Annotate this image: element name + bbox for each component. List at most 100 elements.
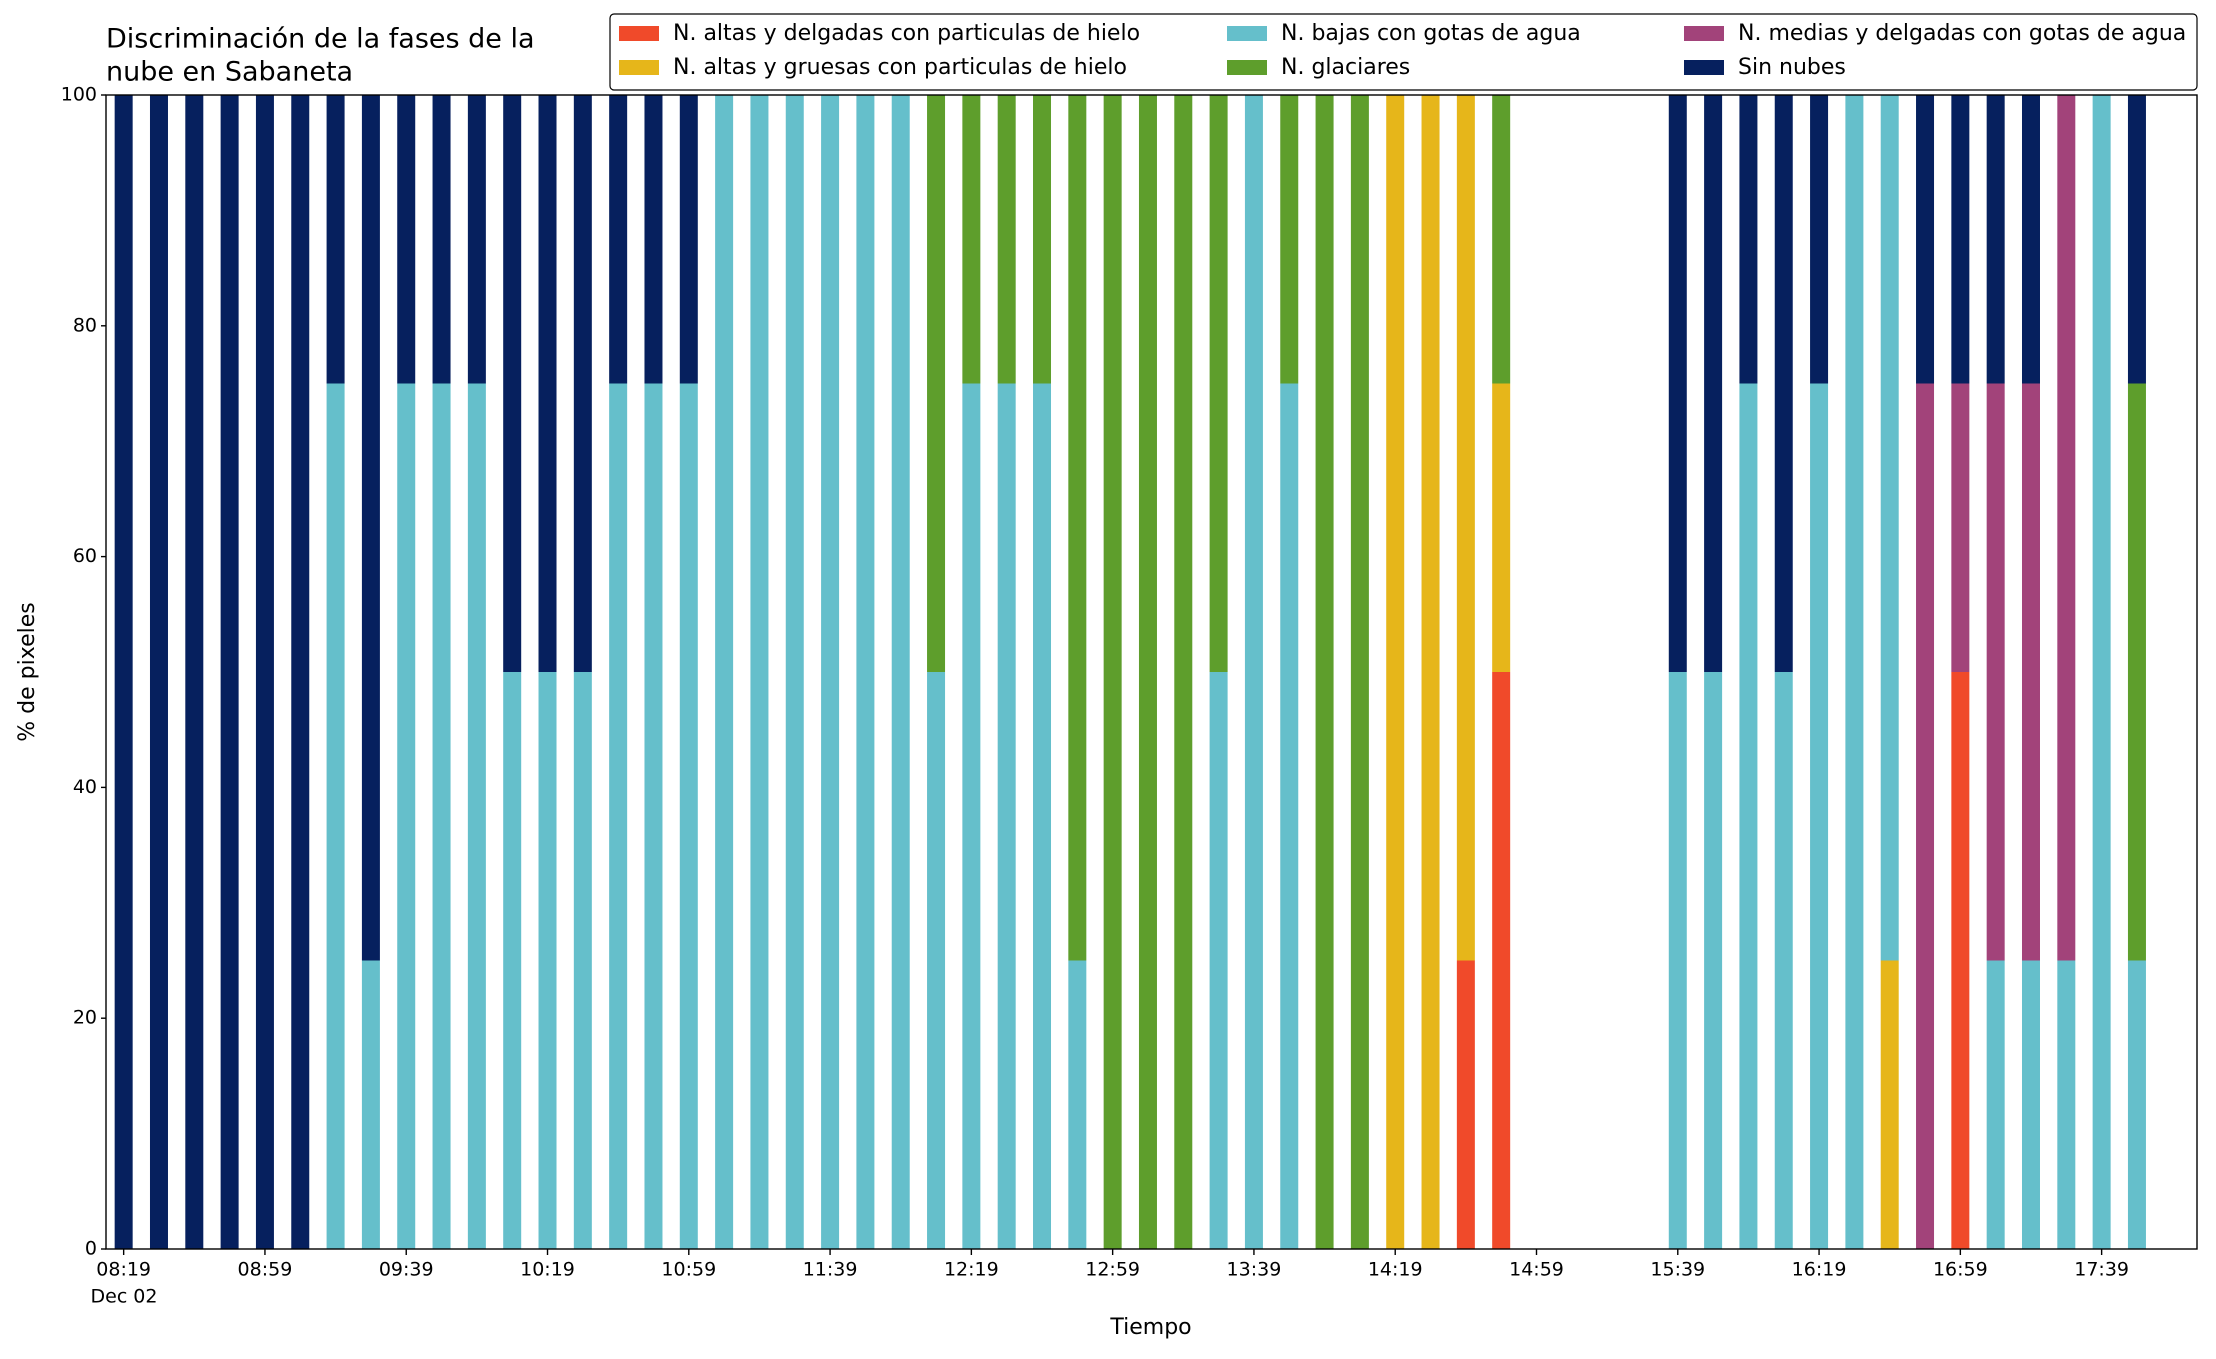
- x-tick-label: 12:59: [1085, 1259, 1140, 1281]
- bar-segment: [1986, 960, 2005, 1249]
- bar-segment: [149, 95, 168, 1249]
- bar-segment: [1810, 383, 1829, 1249]
- bar-segment: [503, 672, 522, 1249]
- x-tick-label: 09:39: [379, 1259, 434, 1281]
- x-tick-label: 12:19: [944, 1259, 999, 1281]
- x-tick-label: 14:59: [1509, 1259, 1564, 1281]
- bar-segment: [1774, 95, 1793, 672]
- bar-segment: [1668, 95, 1687, 672]
- chart-title: Discriminación de la fases de la: [106, 24, 535, 55]
- bar-segment: [962, 95, 981, 384]
- bar-segment: [1951, 672, 1970, 1249]
- bar-segment: [255, 95, 274, 1249]
- bar-segment: [1810, 95, 1829, 384]
- x-tick-label: 08:59: [238, 1259, 293, 1281]
- bar-segment: [2021, 960, 2040, 1249]
- bar-segment: [326, 383, 345, 1249]
- bar-segment: [1033, 95, 1052, 384]
- legend-label: N. medias y delgadas con gotas de agua: [1738, 21, 2186, 46]
- bar-segment: [644, 383, 663, 1249]
- legend-label: N. altas y gruesas con particulas de hie…: [673, 55, 1127, 80]
- legend-label: N. bajas con gotas de agua: [1281, 21, 1581, 46]
- bar-segment: [291, 95, 310, 1249]
- bar-segment: [1704, 95, 1723, 672]
- bar-segment: [927, 95, 946, 672]
- bar-segment: [1280, 95, 1299, 384]
- bar-segment: [1951, 383, 1970, 672]
- x-tick-label: 16:19: [1792, 1259, 1847, 1281]
- bar-segment: [397, 95, 416, 384]
- x-tick-label: 11:39: [803, 1259, 858, 1281]
- bar-segment: [432, 383, 451, 1249]
- bar-segment: [2057, 960, 2076, 1249]
- bar-segment: [1668, 672, 1687, 1249]
- bar-segment: [891, 95, 910, 1249]
- bar-segment: [1209, 672, 1228, 1249]
- x-tick-label: 10:19: [520, 1259, 575, 1281]
- bar-segment: [644, 95, 663, 384]
- legend-swatch: [619, 26, 659, 41]
- bar-segment: [1916, 383, 1935, 1249]
- legend-label: Sin nubes: [1738, 55, 1846, 80]
- bar-segment: [2021, 383, 2040, 961]
- bar-segment: [785, 95, 804, 1249]
- legend-swatch: [1684, 60, 1724, 75]
- bar-segment: [679, 95, 698, 384]
- y-tick-label: 0: [85, 1238, 97, 1260]
- legend-swatch: [1684, 26, 1724, 41]
- bar-segment: [538, 95, 557, 672]
- bar-segment: [573, 95, 592, 672]
- bar-segment: [1244, 95, 1263, 1249]
- legend-swatch: [1227, 60, 1267, 75]
- bar-segment: [1315, 95, 1334, 1249]
- y-tick-label: 40: [73, 776, 97, 798]
- legend-label: N. altas y delgadas con particulas de hi…: [673, 21, 1140, 46]
- bar-segment: [927, 672, 946, 1249]
- bar-segment: [1068, 960, 1087, 1249]
- bar-segment: [2021, 95, 2040, 384]
- chart-title: nube en Sabaneta: [106, 57, 353, 88]
- bar-segment: [1033, 383, 1052, 1249]
- bar-segment: [1068, 95, 1087, 961]
- bar-segment: [1845, 95, 1864, 1249]
- y-tick-label: 80: [73, 314, 97, 336]
- bar-segment: [1492, 672, 1511, 1249]
- x-tick-label: 14:19: [1368, 1259, 1423, 1281]
- bar-segment: [1174, 95, 1193, 1249]
- bar-segment: [1492, 95, 1511, 384]
- legend-swatch: [1227, 26, 1267, 41]
- bar-segment: [821, 95, 840, 1249]
- x-tick-label: 15:39: [1650, 1259, 1705, 1281]
- bar-segment: [2127, 383, 2146, 961]
- bar-segment: [2127, 960, 2146, 1249]
- x-tick-label: 10:59: [661, 1259, 716, 1281]
- bar-segment: [1704, 672, 1723, 1249]
- bar-segment: [1350, 95, 1369, 1249]
- bar-segment: [432, 95, 451, 384]
- bar-segment: [679, 383, 698, 1249]
- bar-segment: [1209, 95, 1228, 672]
- bar-segment: [997, 95, 1016, 384]
- x-tick-label: 17:39: [2074, 1259, 2129, 1281]
- bar-segment: [1774, 672, 1793, 1249]
- bar-segment: [997, 383, 1016, 1249]
- bar-segment: [185, 95, 204, 1249]
- bar-segment: [2057, 95, 2076, 961]
- x-tick-label: 13:39: [1227, 1259, 1282, 1281]
- bar-segment: [397, 383, 416, 1249]
- bar-segment: [750, 95, 769, 1249]
- bar-segment: [467, 95, 486, 384]
- y-tick-label: 20: [73, 1007, 97, 1029]
- bar-segment: [609, 383, 628, 1249]
- x-axis-label: Tiempo: [1109, 1315, 1191, 1340]
- legend-label: N. glaciares: [1281, 55, 1410, 80]
- bar-segment: [1986, 383, 2005, 961]
- bar-segment: [326, 95, 345, 384]
- bar-segment: [609, 95, 628, 384]
- bar-segment: [1880, 95, 1899, 961]
- legend-box: [609, 13, 2198, 91]
- y-tick-label: 100: [61, 84, 97, 106]
- bar-segment: [1456, 95, 1475, 961]
- bar-segment: [1880, 960, 1899, 1249]
- bar-segment: [538, 672, 557, 1249]
